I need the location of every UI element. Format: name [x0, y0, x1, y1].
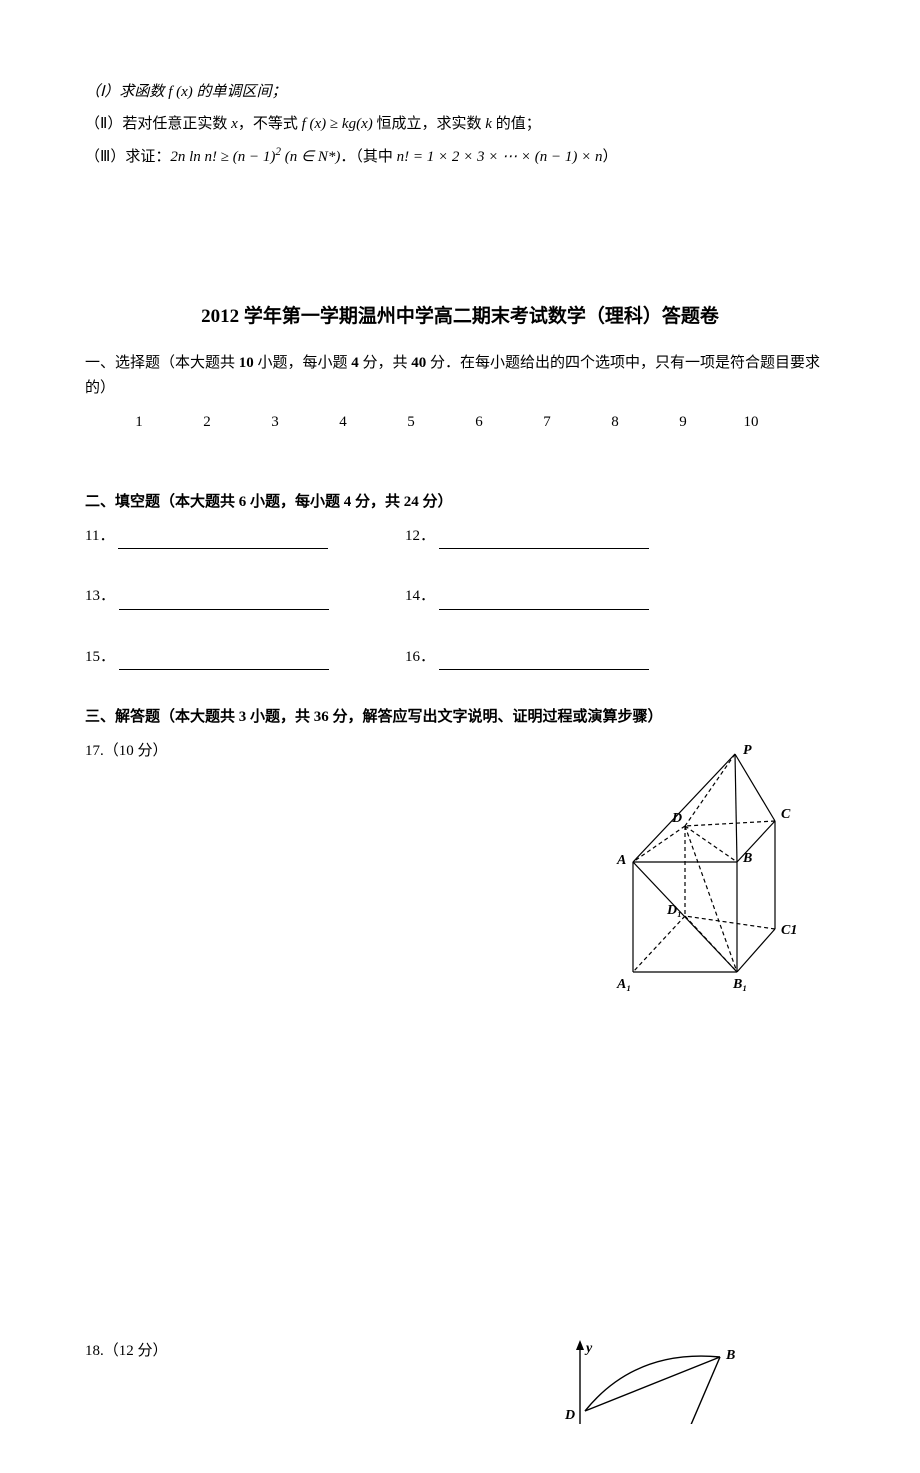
p3-formula: 2n ln n! ≥ (n − 1)2 (n ∈ N*) — [170, 149, 340, 165]
fill-blank — [439, 594, 649, 610]
problem-i: （Ⅰ）求函数 f (x) 的单调区间； — [85, 80, 835, 106]
p2-pre: （Ⅱ）若对任意正实数 — [85, 116, 231, 132]
svg-text:D: D — [671, 811, 682, 826]
svg-text:D₁: D₁ — [666, 903, 682, 918]
fill-blank — [439, 533, 649, 549]
mc-num: 3 — [241, 410, 309, 436]
svg-text:B: B — [742, 851, 752, 866]
p2-x: x — [231, 116, 238, 132]
svg-text:P: P — [743, 744, 752, 758]
svg-text:B: B — [725, 1348, 735, 1363]
q18-label: 18.（12 分） — [85, 1339, 555, 1365]
fill-item: 15． — [85, 645, 405, 671]
svg-text:A: A — [616, 853, 626, 868]
fill-blank — [119, 654, 329, 670]
mc-num: 8 — [581, 410, 649, 436]
fill-item: 13． — [85, 584, 405, 610]
mc-num: 10 — [717, 410, 785, 436]
fill-item: 14． — [405, 584, 649, 610]
mc-num: 1 — [105, 410, 173, 436]
axes-diagram: y B D — [555, 1339, 775, 1424]
fill-item: 12． — [405, 524, 649, 550]
p2-end: 的值； — [492, 116, 541, 132]
mc-number-row: 1 2 3 4 5 6 7 8 9 10 — [85, 410, 835, 436]
svg-text:B₁: B₁ — [732, 977, 747, 992]
p3-end: ） — [602, 149, 617, 165]
svg-text:C: C — [781, 807, 791, 822]
p3-fact: n! = 1 × 2 × 3 × ⋯ × (n − 1) × n — [397, 149, 603, 165]
fill-blank — [118, 533, 328, 549]
page-title: 2012 学年第一学期温州中学高二期末考试数学（理科）答题卷 — [85, 301, 835, 333]
mc-num: 7 — [513, 410, 581, 436]
svg-text:y: y — [584, 1341, 593, 1356]
mc-num: 2 — [173, 410, 241, 436]
p3-mid: ．（其中 — [340, 149, 396, 165]
p2-mid2: 恒成立，求实数 — [373, 116, 486, 132]
mc-num: 5 — [377, 410, 445, 436]
svg-text:A₁: A₁ — [616, 977, 631, 992]
p3-pre: （Ⅲ）求证： — [85, 149, 170, 165]
geometry-diagram: P C D B A C1 D₁ B₁ A₁ — [605, 744, 815, 999]
svg-text:D: D — [564, 1408, 575, 1423]
section-c-head: 三、解答题（本大题共 3 小题，共 36 分，解答应写出文字说明、证明过程或演算… — [85, 705, 835, 731]
fill-row-3: 15． 16． — [85, 645, 835, 671]
mc-num: 9 — [649, 410, 717, 436]
mc-num: 4 — [309, 410, 377, 436]
fill-item: 11． — [85, 524, 405, 550]
fill-item: 16． — [405, 645, 649, 671]
p2-mid1: ，不等式 — [238, 116, 302, 132]
problem-i-text: （Ⅰ）求函数 f (x) 的单调区间； — [85, 84, 287, 100]
problem-iii: （Ⅲ）求证：2n ln n! ≥ (n − 1)2 (n ∈ N*)．（其中 n… — [85, 143, 835, 171]
fill-blank — [119, 594, 329, 610]
q17-label: 17.（10 分） — [85, 739, 605, 765]
section-b-head: 二、填空题（本大题共 6 小题，每小题 4 分，共 24 分） — [85, 490, 835, 516]
fill-row-1: 11． 12． — [85, 524, 835, 550]
p2-k: k — [485, 116, 492, 132]
problem-ii: （Ⅱ）若对任意正实数 x，不等式 f (x) ≥ kg(x) 恒成立，求实数 k… — [85, 112, 835, 138]
section-a-head: 一、选择题（本大题共 10 小题，每小题 4 分，共 40 分．在每小题给出的四… — [85, 351, 835, 402]
fill-blank — [439, 654, 649, 670]
fill-row-2: 13． 14． — [85, 584, 835, 610]
mc-num: 6 — [445, 410, 513, 436]
svg-text:C1: C1 — [781, 923, 797, 938]
p2-fx: f (x) ≥ kg(x) — [302, 116, 373, 132]
